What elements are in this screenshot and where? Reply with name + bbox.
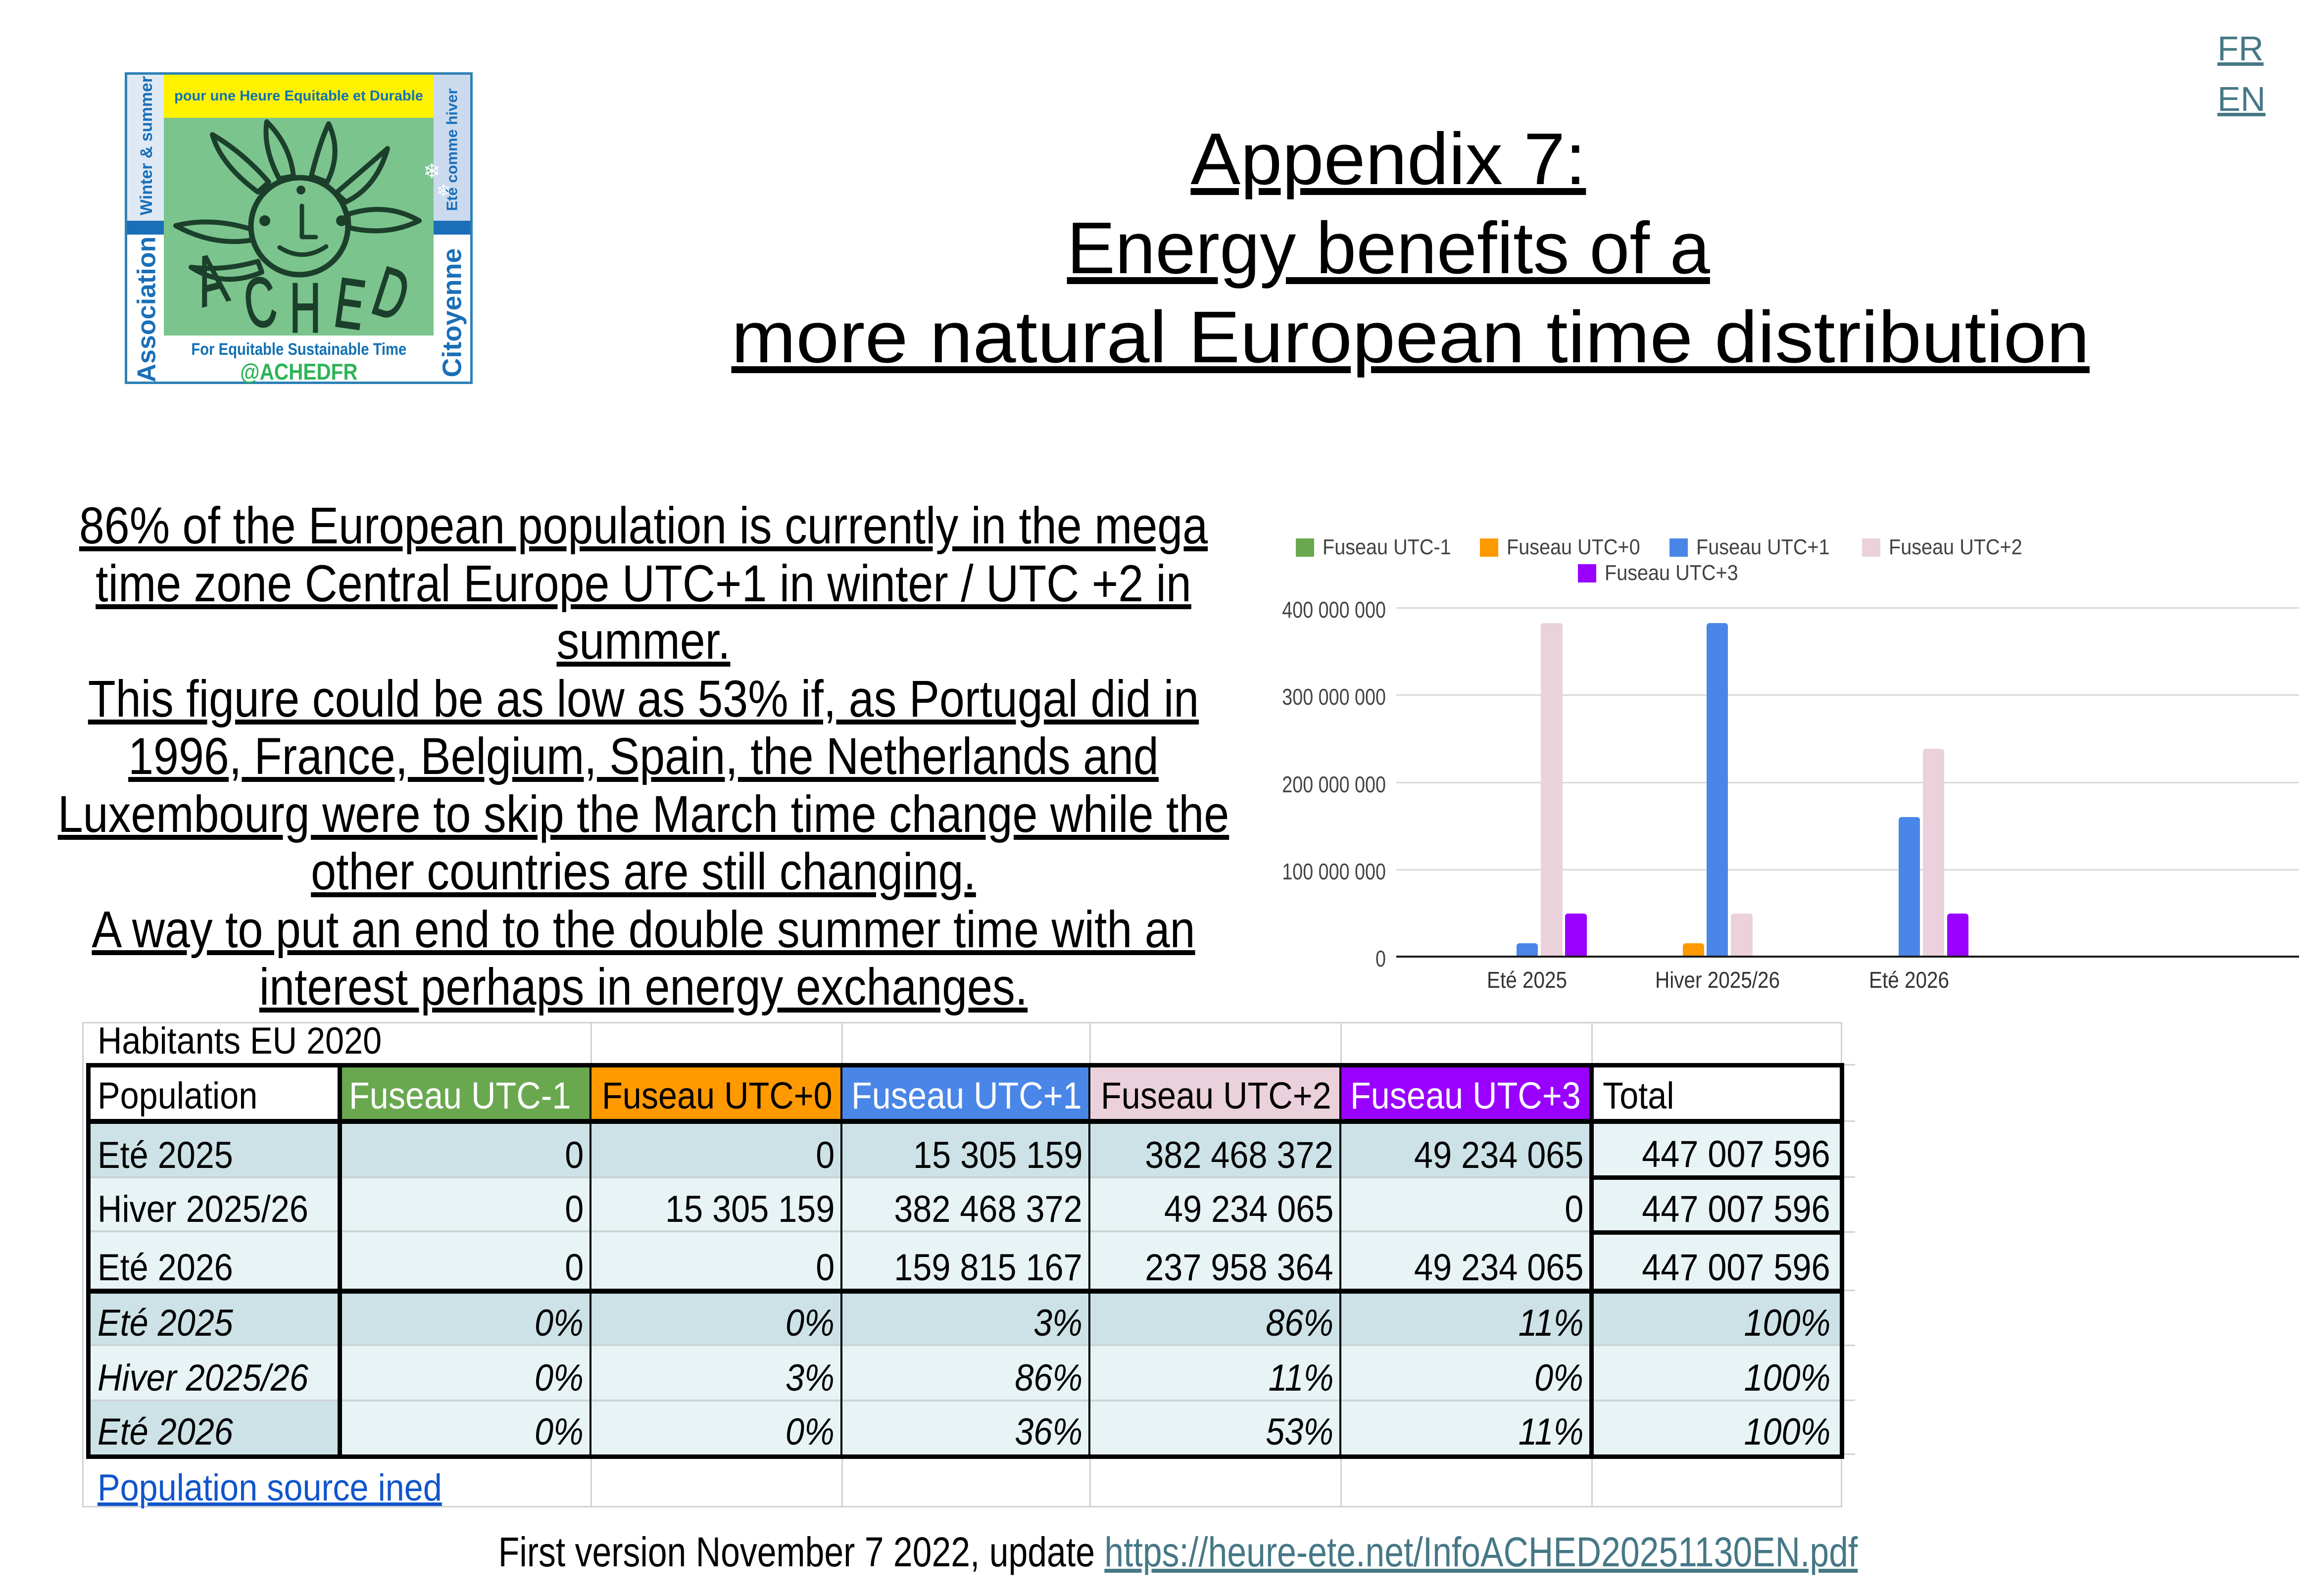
svg-text:H: H — [290, 269, 321, 336]
svg-text:C: C — [239, 262, 281, 336]
svg-text:E: E — [330, 263, 370, 336]
svg-text:D: D — [364, 252, 418, 336]
